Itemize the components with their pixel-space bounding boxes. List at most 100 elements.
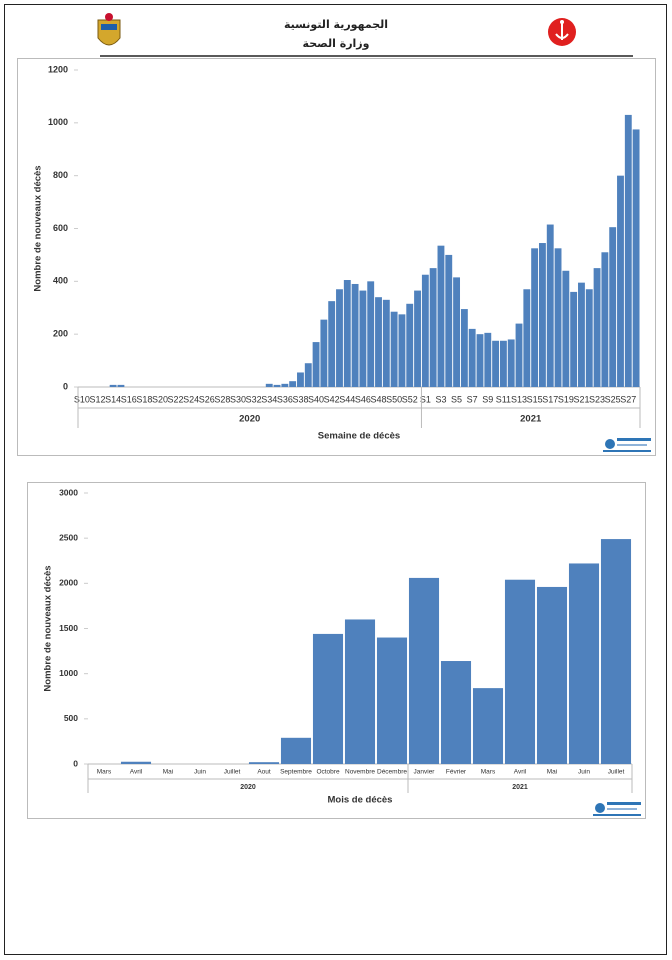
x-tick-label: Juin (578, 769, 590, 776)
bar (382, 299, 390, 387)
x-tick-label: S34 (261, 394, 277, 404)
x-tick-label: S44 (339, 394, 355, 404)
y-tick-label: 400 (53, 276, 68, 286)
y-tick-label: 600 (53, 223, 68, 233)
x-tick-label: S40 (308, 394, 324, 404)
bar (453, 277, 461, 387)
bar (468, 328, 476, 387)
bar (538, 243, 546, 387)
bar (585, 289, 593, 387)
x-tick-label: S52 (402, 394, 418, 404)
bar (568, 563, 600, 764)
chart-frame (17, 58, 656, 456)
x-tick-label: S30 (230, 394, 246, 404)
bar (499, 340, 507, 387)
x-tick-label: S36 (277, 394, 293, 404)
bar (289, 381, 297, 387)
bar (523, 289, 531, 387)
bar (328, 301, 336, 387)
x-tick-label: Avril (130, 769, 143, 776)
x-tick-label: S10 (74, 394, 90, 404)
bar (376, 637, 408, 764)
bar (624, 114, 632, 388)
x-tick-label: S26 (199, 394, 215, 404)
bar (390, 311, 398, 387)
bar (406, 303, 414, 387)
x-tick-label: Octobre (316, 769, 340, 776)
group-label: 2021 (520, 414, 542, 425)
bar (109, 384, 117, 387)
bar (120, 761, 152, 764)
bar (460, 309, 468, 387)
bar (492, 340, 500, 387)
bar (484, 332, 492, 387)
bar (617, 175, 624, 387)
chart-frame (27, 482, 646, 819)
x-tick-label: Mai (163, 769, 173, 776)
bar (437, 245, 445, 387)
bar (265, 383, 273, 387)
page-frame (4, 4, 667, 955)
bar (375, 297, 382, 387)
x-tick-label: Juillet (224, 769, 241, 776)
x-tick-label: S15 (527, 394, 543, 404)
y-tick-label: 1200 (48, 64, 68, 74)
x-tick-label: S16 (121, 394, 137, 404)
x-tick-label: S23 (589, 394, 605, 404)
bar (320, 319, 328, 387)
x-tick-label: S19 (558, 394, 574, 404)
x-tick-label: S12 (90, 394, 106, 404)
x-tick-label: Décembre (377, 769, 407, 776)
x-tick-label: Septembre (280, 769, 312, 776)
y-tick-label: 500 (64, 713, 78, 723)
bar (570, 291, 578, 387)
x-tick-label: S14 (105, 394, 121, 404)
bar (297, 372, 304, 387)
bar (281, 383, 289, 387)
y-tick-label: 1500 (59, 623, 78, 633)
bar (359, 290, 367, 387)
x-tick-label: Mars (481, 769, 496, 776)
bar (609, 227, 617, 387)
watermark-logo (603, 438, 651, 452)
x-tick-label: Juillet (608, 769, 625, 776)
bar (273, 384, 281, 387)
group-label: 2020 (240, 784, 256, 791)
bar (312, 342, 320, 387)
x-tick-label: S5 (451, 394, 462, 404)
bar (632, 129, 640, 387)
bar (336, 289, 343, 387)
x-axis-title: Semaine de décès (318, 431, 400, 442)
x-tick-label: Mars (97, 769, 112, 776)
emblem-right (548, 18, 576, 46)
x-tick-label: S1 (420, 394, 431, 404)
x-tick-label: S28 (214, 394, 230, 404)
y-tick-label: 2500 (59, 532, 78, 542)
bar (117, 384, 125, 387)
x-tick-label: S17 (542, 394, 558, 404)
x-tick-label: Avril (514, 769, 527, 776)
bar (304, 363, 312, 387)
bar (445, 254, 453, 387)
bar (472, 688, 504, 764)
x-tick-label: S7 (467, 394, 478, 404)
bar (280, 737, 312, 764)
x-tick-label: S27 (620, 394, 636, 404)
x-tick-label: Février (446, 769, 467, 776)
header-line2: وزارة الصحة (303, 37, 370, 50)
y-tick-label: 1000 (48, 117, 68, 127)
x-tick-label: S3 (435, 394, 446, 404)
y-axis-title: Nombre de nouveaux décès (43, 565, 54, 691)
bar (578, 282, 585, 387)
bar (536, 586, 568, 764)
y-tick-label: 0 (63, 381, 68, 391)
bar (601, 252, 609, 387)
y-tick-label: 1000 (59, 668, 78, 678)
bar (421, 274, 429, 387)
x-tick-label: Janvier (414, 769, 436, 776)
x-tick-label: S13 (511, 394, 527, 404)
bar (398, 314, 406, 387)
bar (367, 281, 375, 387)
